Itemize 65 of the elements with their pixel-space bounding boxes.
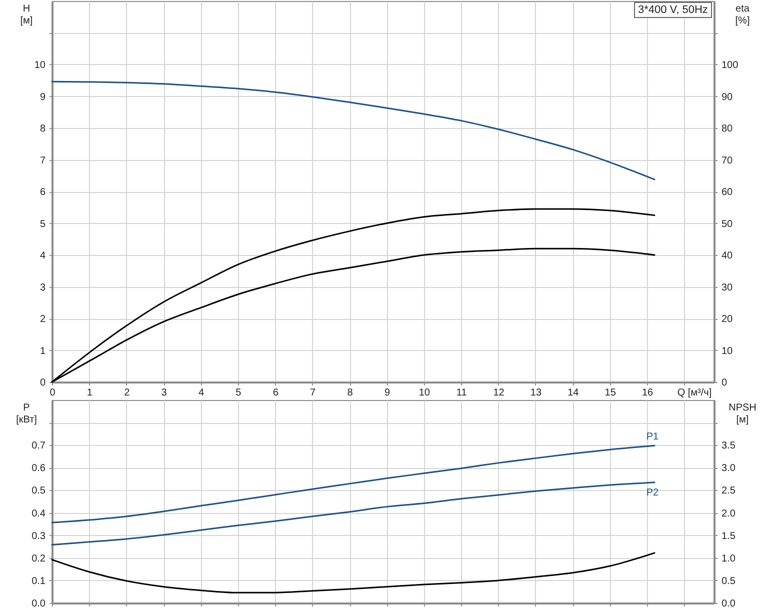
y2-tick-label: 30 xyxy=(721,282,733,293)
y-tick-label: 0.7 xyxy=(31,440,46,452)
x-tick-label: 12 xyxy=(492,387,504,398)
y2-tick-label: 70 xyxy=(721,154,733,166)
y-tick-label: 0.0 xyxy=(31,598,46,609)
y-axis-title: P [кВт] xyxy=(16,402,37,425)
y-tick-label: 0.4 xyxy=(31,508,46,519)
y2-tick-label: 3.0 xyxy=(721,462,736,474)
x-tick-label: 8 xyxy=(346,387,353,398)
y-tick-label: 0.6 xyxy=(31,462,46,474)
x-tick-label: 5 xyxy=(235,387,242,398)
x-tick-label: 7 xyxy=(310,387,316,398)
y-tick-label: 0.1 xyxy=(31,575,46,586)
x-tick-label: 16 xyxy=(641,387,654,398)
x-tick-label: 3 xyxy=(160,387,167,398)
x-tick-label: 4 xyxy=(198,387,204,398)
x-tick-label: 9 xyxy=(384,387,390,398)
chart-title: 3*400 V, 50Hz xyxy=(634,2,712,18)
y2-tick-label: 40 xyxy=(721,250,733,261)
line-series xyxy=(50,552,655,593)
y-tick-label: 9 xyxy=(39,91,46,102)
y2-tick-label: 10 xyxy=(721,345,733,356)
y-axis-title: H [м] xyxy=(20,3,32,26)
y2-tick-label: 2.5 xyxy=(721,485,736,496)
y2-tick-label: 20 xyxy=(721,314,733,324)
series-label: P1 xyxy=(646,431,659,442)
y-tick-label: 0.5 xyxy=(31,485,46,496)
y-tick-label: 6 xyxy=(39,186,46,198)
y2-tick-label: 1.5 xyxy=(721,530,736,542)
x-tick-label: 13 xyxy=(530,387,542,398)
y-tick-label: 1 xyxy=(39,345,46,356)
y2-tick-label: 50 xyxy=(721,218,733,230)
x-tick-label: 11 xyxy=(456,387,467,398)
x-tick-label: 1 xyxy=(86,387,92,398)
line-series xyxy=(50,80,655,180)
x-tick-label: 14 xyxy=(567,387,579,398)
y2-axis-title: NPSH [м] xyxy=(728,402,756,425)
y2-axis-title: eta [%] xyxy=(734,3,750,26)
y2-tick-label: 3.5 xyxy=(721,440,736,452)
y-tick-label: 5 xyxy=(39,218,46,230)
x-tick-label: 10 xyxy=(418,387,430,398)
y2-tick-label: 0.5 xyxy=(721,575,736,586)
x-tick-label: 2 xyxy=(124,387,130,398)
y-tick-label: 8 xyxy=(39,123,46,134)
series-label: P2 xyxy=(646,486,659,498)
y-tick-label: 3 xyxy=(39,282,46,293)
y-tick-label: 0 xyxy=(39,377,46,388)
x-tick-label: 0 xyxy=(49,387,56,398)
y-tick-label: 10 xyxy=(34,60,46,70)
x-tick-label: 15 xyxy=(604,387,616,398)
y2-tick-label: 2.0 xyxy=(721,508,736,519)
y2-tick-label: 0 xyxy=(721,377,727,388)
x-axis-title: Q [м³/ч] xyxy=(676,387,712,398)
y-tick-label: 0.2 xyxy=(31,552,46,564)
y2-tick-label: 1.0 xyxy=(721,552,736,564)
y2-tick-label: 80 xyxy=(721,123,733,134)
y2-tick-label: 100 xyxy=(721,60,738,70)
y-tick-label: 0.3 xyxy=(31,530,46,542)
y2-tick-label: 90 xyxy=(721,91,733,102)
y-tick-label: 4 xyxy=(39,250,46,261)
y-tick-label: 2 xyxy=(39,314,46,324)
y2-tick-label: 0.0 xyxy=(721,598,736,609)
x-tick-label: 6 xyxy=(272,387,278,398)
y-tick-label: 7 xyxy=(39,154,46,166)
y2-tick-label: 60 xyxy=(721,186,733,198)
